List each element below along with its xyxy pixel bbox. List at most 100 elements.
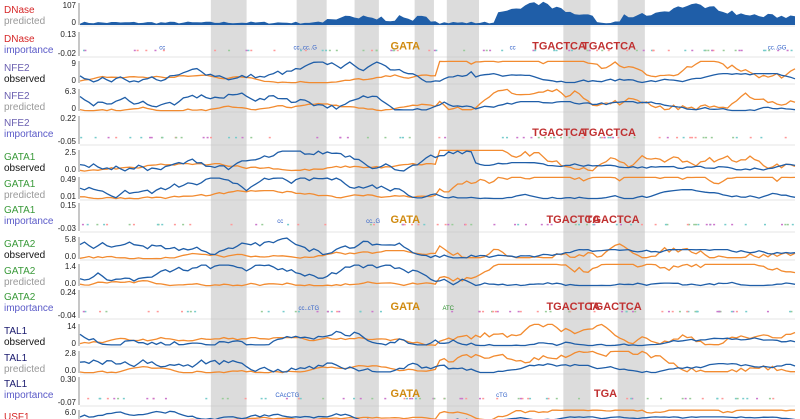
tick-label-top: 0.30 (60, 375, 76, 384)
highlight-region (354, 0, 379, 419)
importance-speck (181, 310, 184, 313)
track-name-label: GATA1 (4, 205, 36, 216)
importance-speck (326, 310, 329, 313)
importance-speck (496, 397, 499, 400)
importance-speck (768, 49, 771, 52)
track-name-label: GATA1 (4, 152, 36, 163)
tick-label-top: 0.13 (60, 30, 76, 39)
importance-speck (596, 49, 599, 52)
importance-speck (285, 397, 288, 400)
importance-speck (140, 136, 143, 139)
importance-speck (180, 136, 183, 139)
importance-speck (299, 49, 302, 52)
importance-speck (568, 49, 571, 52)
motif-label: TGACTCA (582, 127, 636, 139)
motif-label: GATA (391, 214, 421, 226)
importance-speck (338, 310, 341, 313)
track-name-label: NFE2 (4, 63, 30, 74)
importance-speck (740, 49, 743, 52)
importance-speck (607, 49, 610, 52)
signal-line-orange (79, 263, 796, 287)
track-kind-label: observed (4, 74, 45, 85)
tick-label-top: 6.0 (65, 408, 77, 417)
importance-speck (555, 397, 558, 400)
importance-speck (103, 223, 106, 226)
importance-speck (226, 397, 229, 400)
importance-speck (697, 223, 700, 226)
importance-speck (522, 136, 525, 139)
importance-speck (615, 223, 618, 226)
importance-speck (82, 310, 85, 313)
importance-speck (260, 397, 263, 400)
importance-speck (156, 223, 159, 226)
tick-label-top: 14 (67, 322, 76, 331)
importance-speck (94, 136, 97, 139)
importance-speck (371, 397, 374, 400)
importance-speck (146, 397, 149, 400)
tick-label-top: 0.49 (60, 175, 76, 184)
importance-speck (704, 49, 707, 52)
importance-speck (666, 136, 669, 139)
signal-line-orange (79, 149, 796, 172)
motif-label: TGA (594, 388, 617, 400)
importance-speck (626, 49, 629, 52)
importance-speck (485, 49, 488, 52)
importance-speck (162, 49, 165, 52)
tick-label-top: 1.4 (65, 262, 77, 271)
track-usf1-observed: USF1observed6.0 (4, 408, 796, 419)
importance-speck (521, 397, 524, 400)
importance-speck (756, 397, 759, 400)
importance-speck (106, 397, 109, 400)
importance-speck (790, 310, 793, 313)
importance-speck (684, 49, 687, 52)
motif-label: TGACTCA (532, 127, 586, 139)
importance-speck (244, 397, 247, 400)
importance-speck (686, 223, 689, 226)
importance-speck (517, 310, 520, 313)
importance-speck (789, 310, 792, 313)
importance-speck (297, 310, 300, 313)
importance-speck (691, 49, 694, 52)
importance-speck (489, 49, 492, 52)
importance-speck (634, 310, 637, 313)
importance-speck (732, 136, 735, 139)
importance-speck (369, 223, 372, 226)
motif-label: GATA (391, 301, 421, 313)
importance-speck (493, 223, 496, 226)
importance-speck (403, 397, 406, 400)
importance-speck (764, 49, 767, 52)
importance-speck (339, 136, 342, 139)
importance-speck (96, 223, 99, 226)
importance-speck (570, 49, 573, 52)
importance-speck (654, 223, 657, 226)
importance-speck (322, 397, 325, 400)
importance-speck (689, 136, 692, 139)
importance-speck (152, 397, 155, 400)
importance-speck (107, 136, 110, 139)
importance-speck (626, 397, 629, 400)
importance-speck (160, 136, 163, 139)
importance-speck (409, 397, 412, 400)
importance-speck (694, 223, 697, 226)
importance-speck (713, 223, 716, 226)
importance-speck (373, 223, 376, 226)
importance-speck (635, 49, 638, 52)
importance-speck (459, 397, 462, 400)
signal-line-blue (79, 92, 796, 112)
importance-speck (701, 397, 704, 400)
importance-speck (681, 397, 684, 400)
importance-speck (716, 397, 719, 400)
tick-label-bottom: 0.0 (65, 165, 77, 174)
tick-label-bottom: 0 (72, 104, 77, 113)
importance-speck (603, 136, 606, 139)
importance-speck (689, 397, 692, 400)
importance-speck (524, 223, 527, 226)
importance-speck (396, 49, 399, 52)
importance-speck (786, 49, 789, 52)
highlight-region (210, 0, 247, 419)
importance-speck (544, 310, 547, 313)
importance-speck (444, 136, 447, 139)
highlight-regions (210, 0, 645, 419)
